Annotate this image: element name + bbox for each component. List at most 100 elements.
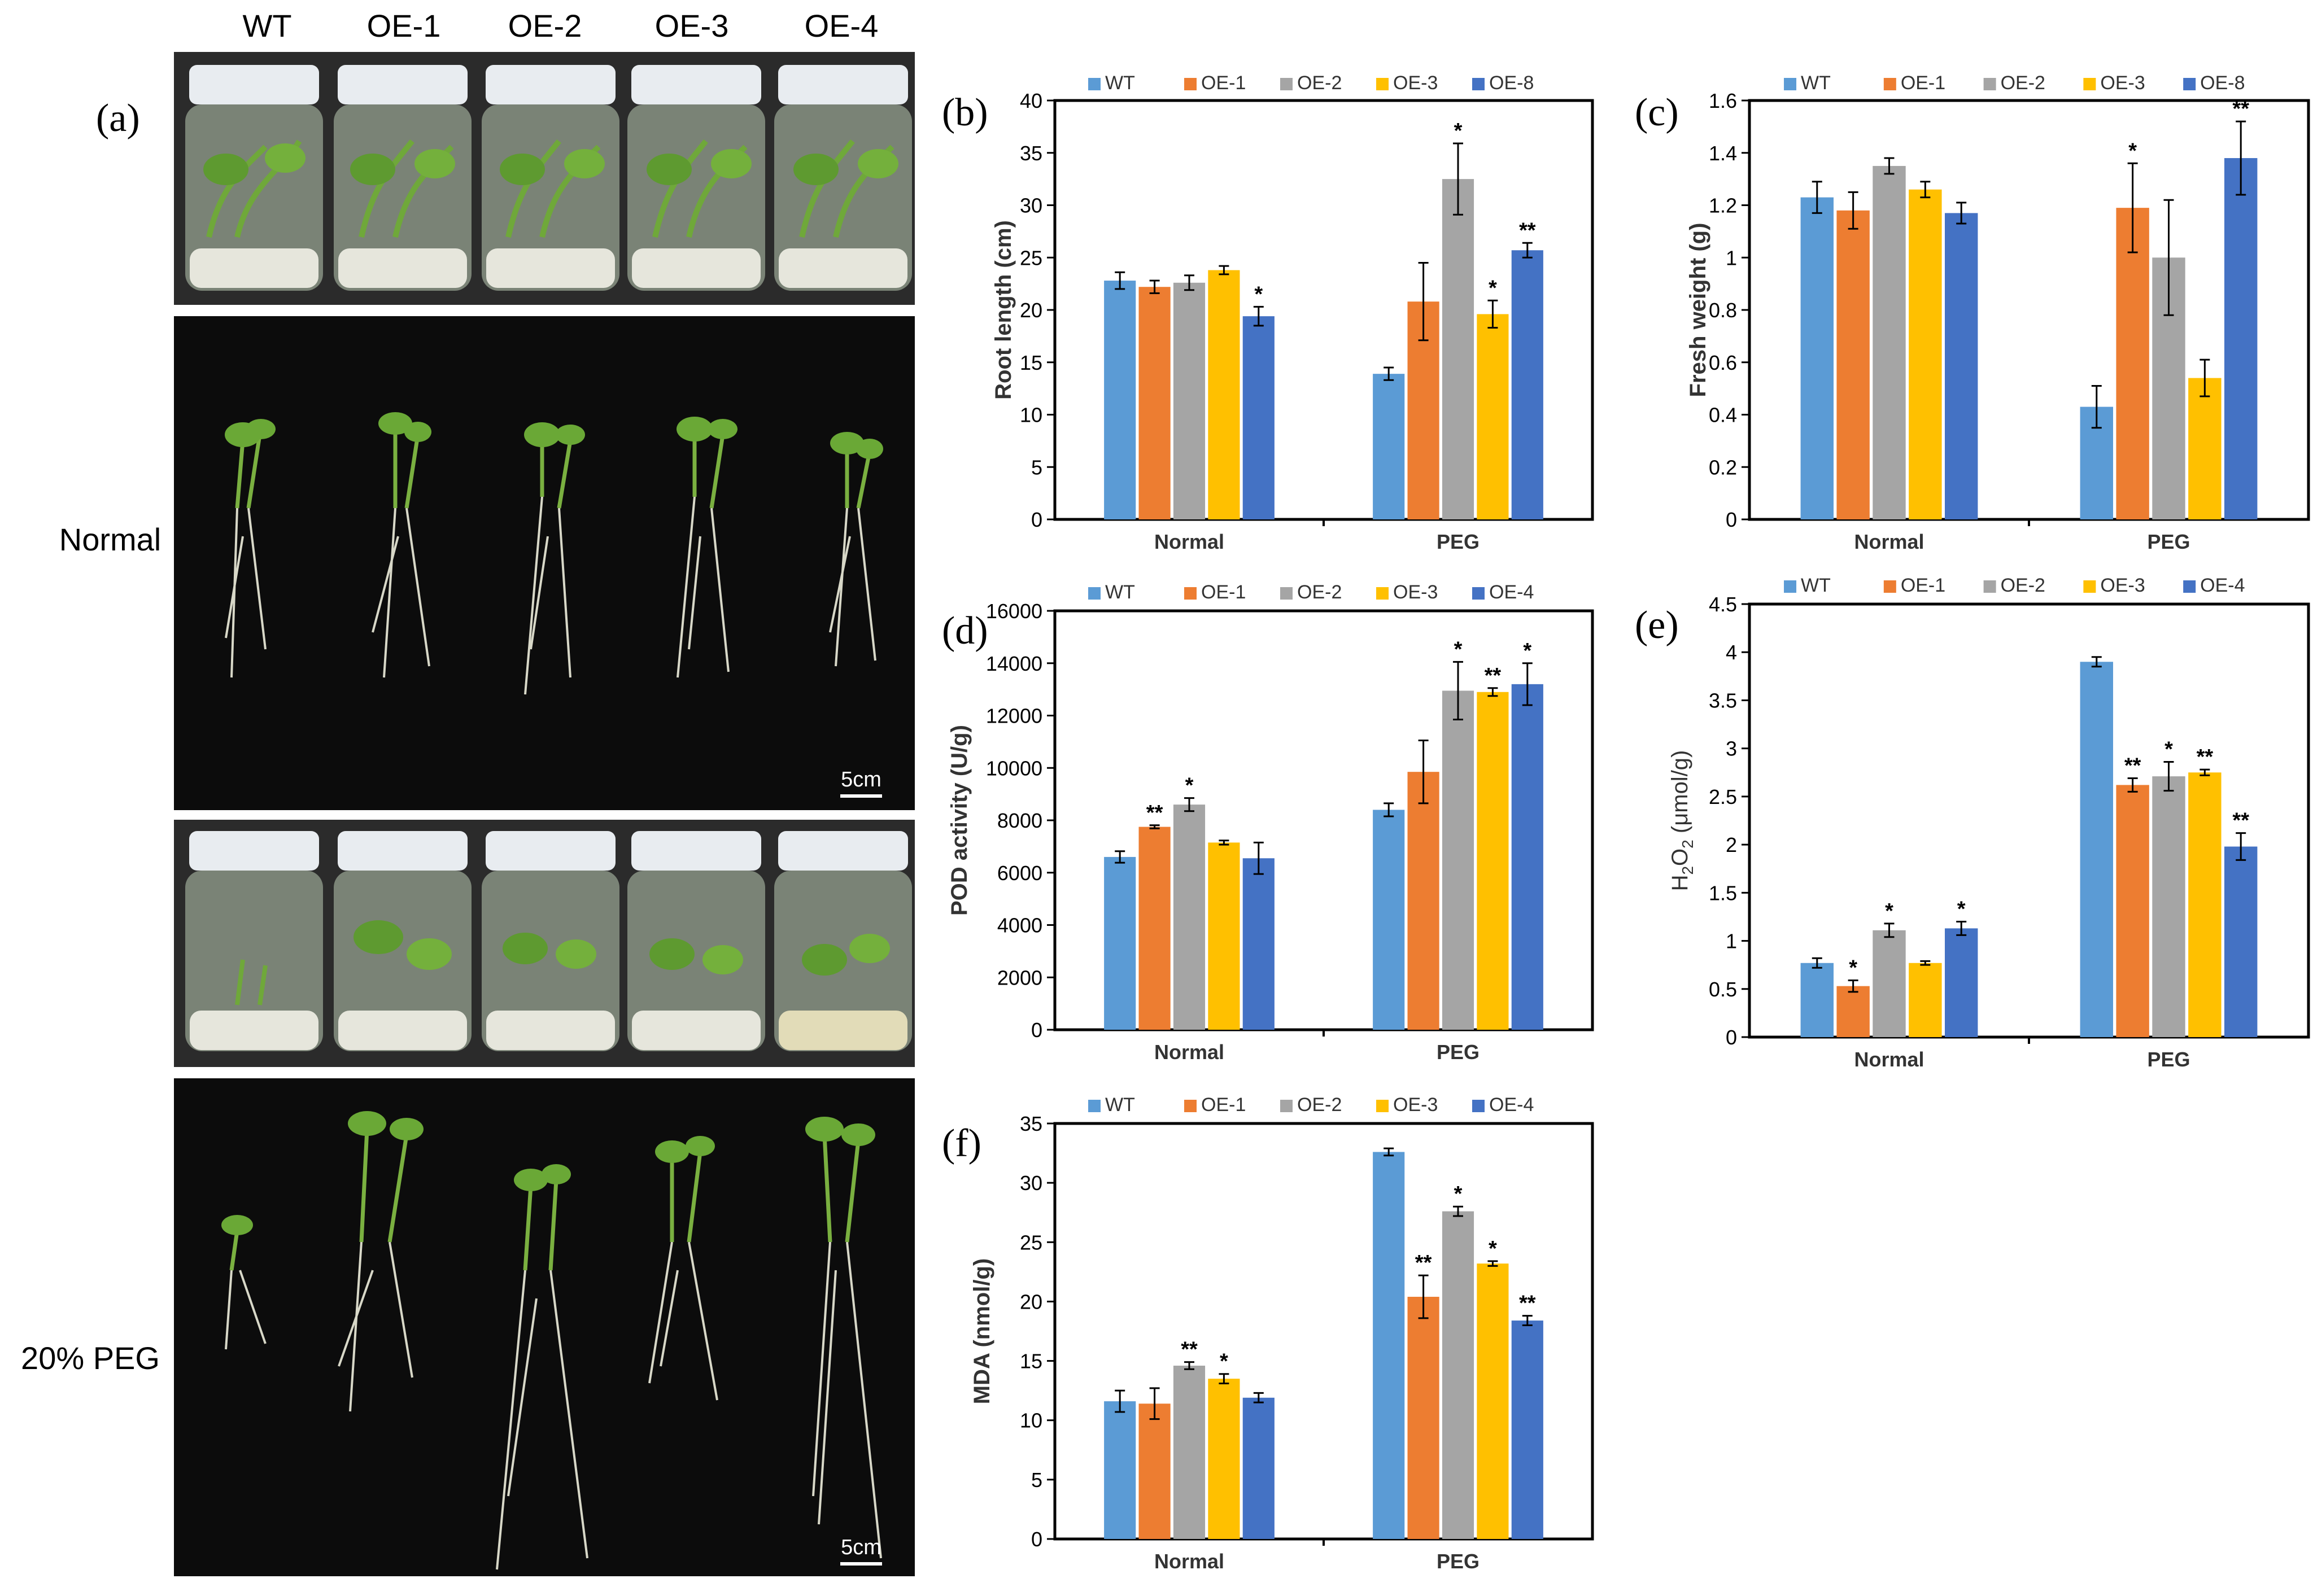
- legend-label: OE-1: [1901, 575, 1945, 596]
- y-tick-label: 0.5: [1709, 978, 1737, 1001]
- bar-peg-oe-4: [2224, 846, 2258, 1037]
- legend-label: OE-3: [1393, 581, 1438, 603]
- bar-peg-oe-3: [1477, 314, 1509, 519]
- column-label-wt: WT: [242, 8, 291, 43]
- bar-normal-wt: [1104, 856, 1136, 1030]
- bar-normal-oe-1: [1836, 210, 1870, 519]
- y-label-part: H: [1668, 875, 1692, 891]
- bar-peg-wt: [1373, 1152, 1405, 1539]
- y-tick-label: 15: [1020, 1350, 1042, 1373]
- significance-marker: **: [2232, 809, 2249, 833]
- significance-marker: *: [1489, 276, 1497, 300]
- column-label-oe2: OE-2: [508, 8, 582, 43]
- legend-swatch: [1184, 587, 1197, 600]
- significance-marker: *: [1454, 119, 1463, 143]
- panel-label: (c): [1635, 91, 1679, 134]
- significance-marker: *: [2128, 139, 2137, 163]
- y-tick-label: 15: [1020, 351, 1042, 374]
- chart-b-bars: (b) 0 5 10 15 20 25 30 35 40 Root length (cm) Norma…: [942, 72, 1594, 553]
- bar-peg-wt: [2080, 662, 2113, 1037]
- bar-normal-oe-4: [1242, 1397, 1275, 1539]
- bar-peg-oe-8: [2224, 158, 2258, 519]
- x-category-label: PEG: [1437, 530, 1480, 553]
- legend-swatch: [1983, 78, 1996, 90]
- y-tick-label: 10: [1020, 404, 1042, 427]
- bar-peg-oe-3: [2188, 772, 2222, 1037]
- bar-peg-oe-2: [1442, 690, 1474, 1030]
- x-category-label: Normal: [1854, 530, 1924, 553]
- legend-label: WT: [1105, 1094, 1135, 1116]
- bar-normal-oe-8: [1945, 213, 1978, 520]
- jar: [774, 831, 912, 1051]
- significance-marker: *: [1885, 899, 1893, 923]
- legend-swatch: [1280, 1100, 1293, 1112]
- y-label-part: 2: [1679, 839, 1696, 849]
- y-tick-label: 1.6: [1709, 89, 1737, 112]
- panel-label: (f): [942, 1122, 981, 1165]
- bar-normal-oe-2: [1873, 165, 1906, 519]
- legend-label: OE-8: [2200, 72, 2245, 94]
- y-tick-label: 8000: [997, 809, 1042, 832]
- bar-normal-oe-3: [1208, 270, 1240, 519]
- significance-marker: **: [1519, 1292, 1536, 1315]
- bar-peg-wt: [1373, 810, 1405, 1030]
- y-tick-label: 1: [1726, 246, 1737, 269]
- legend-swatch: [1472, 587, 1485, 600]
- bar-peg-oe-3: [1477, 692, 1509, 1030]
- legend-swatch: [2083, 580, 2096, 593]
- y-tick-label: 20: [1020, 299, 1042, 322]
- legend-swatch: [1883, 78, 1896, 90]
- y-axis-label: MDA (nmol/g): [970, 1258, 994, 1404]
- legend-label: OE-1: [1901, 72, 1945, 94]
- legend-swatch: [1376, 78, 1389, 90]
- legend-label: OE-2: [1297, 72, 1342, 94]
- y-tick-label: 0: [1031, 508, 1042, 531]
- bar-normal-oe-1: [1836, 986, 1870, 1037]
- legend-label: WT: [1801, 575, 1831, 596]
- legend-swatch: [1784, 78, 1797, 90]
- bar-peg-oe-2: [1442, 179, 1474, 519]
- legend-swatch: [1472, 78, 1485, 90]
- y-tick-label: 0.4: [1709, 404, 1737, 427]
- y-tick-label: 2000: [997, 966, 1042, 989]
- significance-marker: *: [1254, 282, 1263, 306]
- bar-normal-oe-3: [1909, 189, 1942, 519]
- jar: [334, 65, 472, 291]
- legend-label: OE-3: [1393, 72, 1438, 94]
- bar-normal-oe-2: [1173, 804, 1206, 1030]
- bar-peg-oe-4: [1511, 1320, 1543, 1539]
- legend-label: OE-2: [1297, 581, 1342, 603]
- significance-marker: *: [1523, 639, 1531, 663]
- x-category-label: PEG: [1437, 1550, 1480, 1573]
- y-tick-label: 5: [1031, 456, 1042, 479]
- y-axis-label: H2O2 (μmol/g): [1668, 750, 1696, 891]
- legend-label: WT: [1105, 72, 1135, 94]
- y-tick-label: 2.5: [1709, 785, 1737, 808]
- y-tick-label: 10: [1020, 1409, 1042, 1432]
- significance-marker: **: [1181, 1338, 1198, 1362]
- y-tick-label: 0: [1726, 1026, 1737, 1049]
- scale-bar-label: 5cm: [841, 768, 881, 792]
- chart-c-bars: (c) 0 0.2 0.4 0.6 0.8 1 1.2 1.4 1.6 Fresh weight (…: [1635, 72, 2310, 553]
- y-tick-label: 1.2: [1709, 194, 1737, 217]
- chart-panel-c: (c) 0 0.2 0.4 0.6 0.8 1 1.2 1.4 1.6 Fresh weight (…: [1635, 72, 2310, 553]
- y-tick-label: 2: [1726, 833, 1737, 856]
- x-category-label: PEG: [2147, 1048, 2190, 1071]
- bar-normal-oe-2: [1173, 1365, 1206, 1539]
- legend-swatch: [1088, 1100, 1101, 1112]
- chart-panel-b: (b) 0 5 10 15 20 25 30 35 40 Root length (cm) Norma…: [942, 72, 1594, 553]
- significance-marker: *: [1454, 637, 1463, 661]
- y-tick-label: 1.5: [1709, 881, 1737, 904]
- bar-peg-oe-1: [2116, 785, 2149, 1037]
- legend-label: OE-3: [2100, 575, 2145, 596]
- y-tick-label: 5: [1031, 1468, 1042, 1492]
- significance-marker: **: [1415, 1251, 1432, 1275]
- legend-label: WT: [1105, 581, 1135, 603]
- bar-normal-oe-1: [1138, 287, 1171, 519]
- panel-label: (e): [1635, 604, 1679, 647]
- y-tick-label: 30: [1020, 1171, 1042, 1195]
- legend-swatch: [1376, 587, 1389, 600]
